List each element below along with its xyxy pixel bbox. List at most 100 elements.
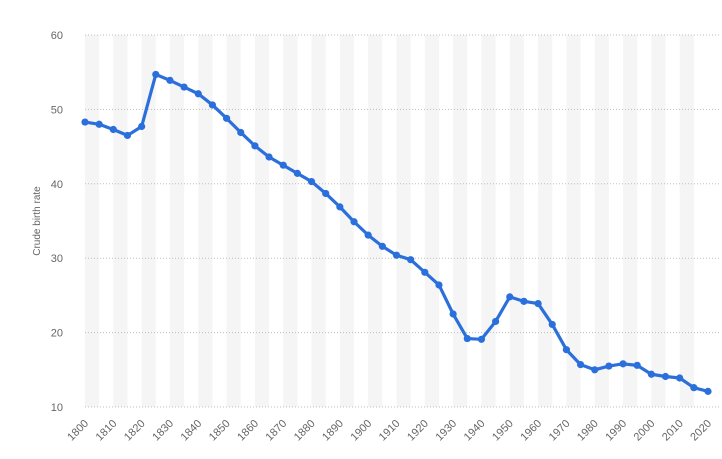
data-point[interactable] xyxy=(109,125,117,134)
data-point[interactable] xyxy=(293,169,301,177)
data-point[interactable] xyxy=(350,218,358,226)
x-tick-label: 1930 xyxy=(433,418,459,444)
data-point[interactable] xyxy=(534,299,542,308)
y-axis-title: Crude birth rate xyxy=(32,186,43,256)
background-band xyxy=(368,35,383,407)
data-point[interactable] xyxy=(152,70,160,79)
background-band xyxy=(481,35,496,407)
data-point[interactable] xyxy=(548,320,556,329)
background-band xyxy=(566,35,581,407)
data-point[interactable] xyxy=(364,231,372,239)
y-tick-label: 60 xyxy=(51,30,63,42)
x-tick-label: 1910 xyxy=(377,418,403,444)
data-point[interactable] xyxy=(123,131,132,140)
data-point[interactable] xyxy=(562,346,571,354)
background-band xyxy=(226,35,241,407)
x-tick-label: 1860 xyxy=(235,418,261,444)
x-tick-label: 1990 xyxy=(603,418,629,444)
data-point[interactable] xyxy=(138,122,146,131)
x-tick-label: 2010 xyxy=(660,418,686,444)
background-band xyxy=(283,35,298,407)
data-point[interactable] xyxy=(279,161,287,169)
data-point[interactable] xyxy=(392,251,401,259)
y-tick-label: 30 xyxy=(51,253,63,265)
background-bands xyxy=(85,35,694,407)
data-point[interactable] xyxy=(506,293,514,301)
data-point[interactable] xyxy=(520,297,528,305)
data-point[interactable] xyxy=(322,189,330,198)
x-tick-label: 1890 xyxy=(320,418,346,444)
data-point[interactable] xyxy=(95,120,103,128)
data-point[interactable] xyxy=(576,360,585,369)
x-tick-label: 1880 xyxy=(292,418,318,444)
data-point[interactable] xyxy=(661,372,670,381)
data-point[interactable] xyxy=(251,142,259,150)
data-point[interactable] xyxy=(237,128,245,137)
data-point[interactable] xyxy=(449,310,457,318)
y-tick-label: 20 xyxy=(51,328,63,340)
x-tick-label: 1810 xyxy=(94,418,120,444)
background-band xyxy=(396,35,411,407)
y-tick-label: 40 xyxy=(51,179,63,191)
x-axis: 1800 1810 1820 1830 1840 1850 1860 1870 1880 1890… xyxy=(65,418,714,444)
data-point[interactable] xyxy=(180,83,188,91)
x-tick-label: 1830 xyxy=(150,418,176,444)
background-band xyxy=(198,35,213,407)
data-point[interactable] xyxy=(492,317,500,326)
x-tick-label: 2000 xyxy=(632,418,658,444)
data-point[interactable] xyxy=(265,153,273,161)
background-band xyxy=(254,35,270,407)
background-band xyxy=(85,35,100,407)
data-point[interactable] xyxy=(194,90,202,98)
data-point[interactable] xyxy=(378,242,386,250)
x-tick-label: 1820 xyxy=(122,418,148,444)
data-point[interactable] xyxy=(463,334,471,343)
x-tick-label: 1920 xyxy=(405,418,431,444)
data-point[interactable] xyxy=(307,177,316,186)
background-band xyxy=(679,35,694,407)
data-point[interactable] xyxy=(633,361,641,369)
data-point[interactable] xyxy=(477,335,486,343)
x-tick-label: 1840 xyxy=(179,418,205,444)
data-point[interactable] xyxy=(704,387,712,395)
y-axis: 10 20 30 40 50 60 xyxy=(51,30,63,414)
background-band xyxy=(453,35,468,407)
series-group xyxy=(81,70,712,395)
background-band xyxy=(538,35,553,407)
data-point[interactable] xyxy=(166,76,174,84)
x-tick-label: 1950 xyxy=(490,418,516,444)
data-point[interactable] xyxy=(208,101,217,109)
data-point[interactable] xyxy=(421,268,429,276)
x-tick-label: 1850 xyxy=(207,418,233,444)
background-band xyxy=(594,35,609,407)
background-band xyxy=(141,35,156,407)
data-point[interactable] xyxy=(336,203,344,211)
gridlines xyxy=(85,34,720,408)
data-point[interactable] xyxy=(407,256,415,264)
data-point[interactable] xyxy=(690,384,698,392)
data-point[interactable] xyxy=(619,360,627,368)
x-tick-label: 1800 xyxy=(65,418,91,444)
background-band xyxy=(509,35,524,407)
background-band xyxy=(311,35,326,407)
x-tick-label: 1870 xyxy=(264,418,290,444)
x-tick-label: 1960 xyxy=(518,418,544,444)
data-point[interactable] xyxy=(81,118,89,126)
x-tick-label: 1940 xyxy=(462,418,488,444)
y-tick-label: 50 xyxy=(51,104,63,116)
data-point[interactable] xyxy=(222,114,231,122)
data-point[interactable] xyxy=(591,366,599,374)
x-tick-label: 1970 xyxy=(547,418,573,444)
data-point[interactable] xyxy=(676,374,684,382)
x-tick-label: 2020 xyxy=(688,418,714,444)
data-point[interactable] xyxy=(605,362,613,370)
background-band xyxy=(424,35,439,407)
data-point[interactable] xyxy=(647,370,655,378)
background-band xyxy=(169,35,185,407)
background-band xyxy=(651,35,666,407)
x-tick-label: 1980 xyxy=(575,418,601,444)
data-point[interactable] xyxy=(435,281,443,289)
x-tick-label: 1900 xyxy=(349,418,375,444)
